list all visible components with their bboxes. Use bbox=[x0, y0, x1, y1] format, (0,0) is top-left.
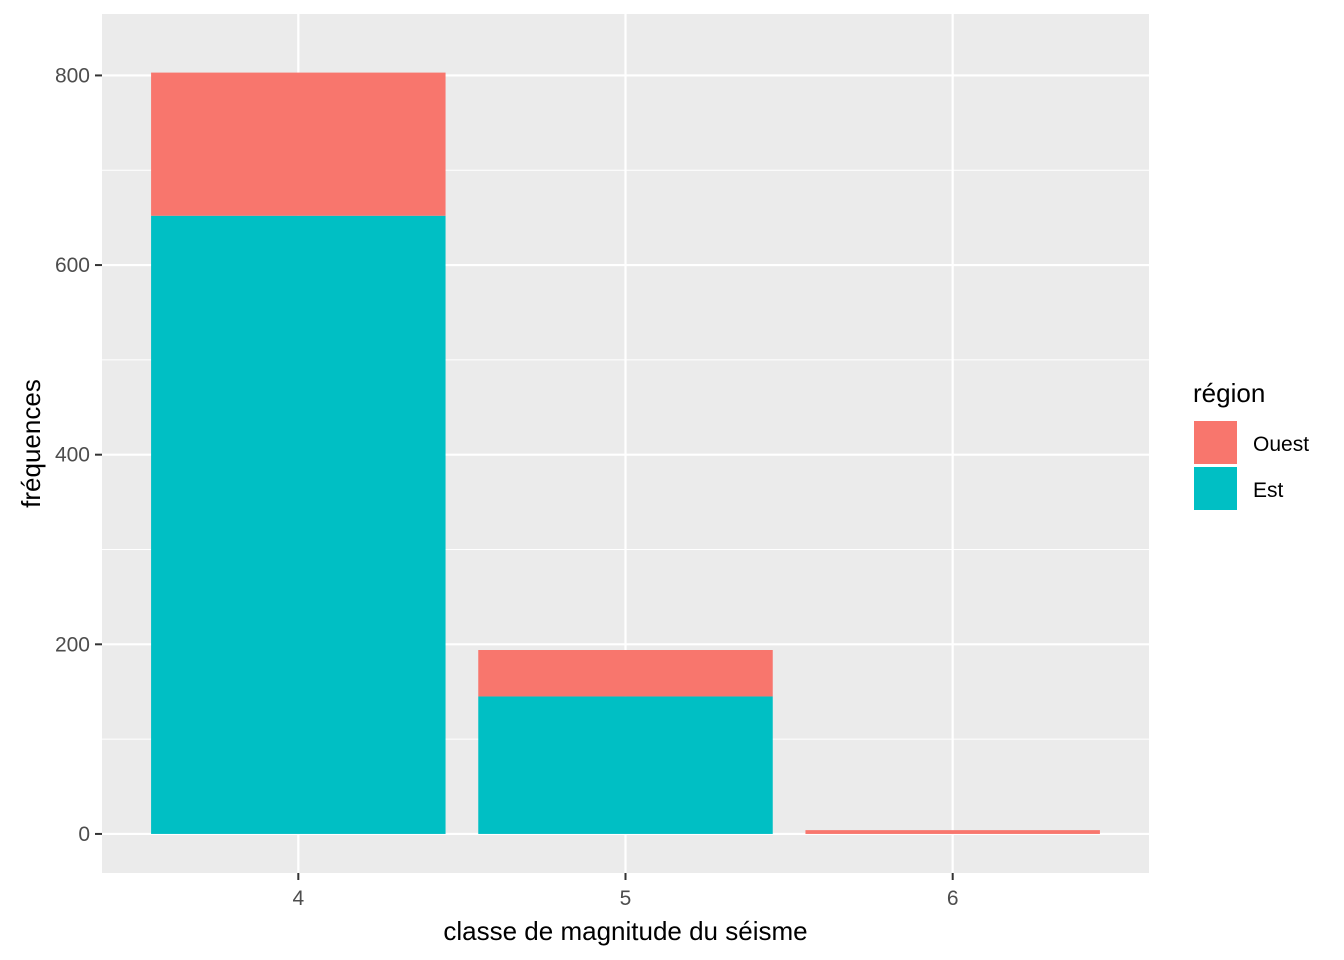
legend-title: région bbox=[1193, 378, 1265, 408]
y-tick-label: 600 bbox=[55, 254, 90, 277]
legend-key-ouest bbox=[1194, 421, 1237, 464]
x-axis: 4 5 6 bbox=[292, 873, 959, 910]
y-tick-label: 0 bbox=[78, 823, 90, 846]
bar-est-5 bbox=[478, 696, 773, 834]
legend-label-ouest: Ouest bbox=[1253, 433, 1309, 456]
bar-ouest-5 bbox=[478, 650, 773, 697]
bar-ouest-4 bbox=[151, 72, 446, 216]
legend-label-est: Est bbox=[1253, 479, 1284, 502]
legend-key-est bbox=[1194, 467, 1237, 510]
x-tick-label: 5 bbox=[620, 887, 632, 910]
legend: région Ouest Est bbox=[1193, 378, 1309, 510]
y-tick-label: 400 bbox=[55, 444, 90, 467]
y-tick-label: 200 bbox=[55, 633, 90, 656]
x-tick-label: 6 bbox=[947, 887, 959, 910]
bars bbox=[151, 72, 1100, 834]
y-tick-label: 800 bbox=[55, 64, 90, 87]
bar-ouest-6 bbox=[805, 830, 1100, 834]
x-tick-label: 4 bbox=[292, 887, 304, 910]
y-axis: 0 200 400 600 800 bbox=[55, 64, 102, 846]
x-axis-title: classe de magnitude du séisme bbox=[443, 916, 807, 946]
bar-est-4 bbox=[151, 215, 446, 834]
y-axis-title: fréquences bbox=[16, 379, 46, 508]
